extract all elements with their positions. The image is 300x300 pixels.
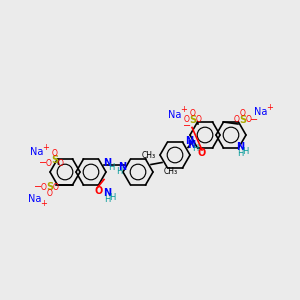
Text: O: O	[190, 110, 196, 118]
Text: O: O	[240, 110, 246, 118]
Text: O: O	[184, 116, 190, 124]
Text: O: O	[58, 158, 63, 167]
Text: N: N	[236, 142, 244, 152]
Text: CH₃: CH₃	[164, 167, 178, 176]
Text: H: H	[116, 167, 122, 176]
Text: N: N	[103, 188, 112, 198]
Text: Na: Na	[28, 194, 42, 204]
Text: S: S	[46, 182, 54, 192]
Text: Na: Na	[254, 107, 268, 117]
Text: O: O	[53, 182, 59, 191]
Text: S: S	[51, 155, 58, 165]
Text: H: H	[108, 163, 114, 172]
Text: N: N	[187, 140, 195, 151]
Text: −: −	[250, 115, 258, 125]
Text: S: S	[189, 115, 197, 125]
Text: Na: Na	[168, 110, 182, 120]
Text: N: N	[118, 161, 126, 172]
Text: H: H	[109, 193, 116, 202]
Text: O: O	[94, 187, 103, 196]
Text: H: H	[237, 148, 243, 158]
Text: Na: Na	[30, 147, 43, 157]
Text: +: +	[267, 103, 273, 112]
Text: O: O	[46, 158, 51, 167]
Text: −: −	[34, 182, 42, 192]
Text: O: O	[41, 182, 47, 191]
Text: O: O	[198, 148, 206, 158]
Text: N: N	[103, 158, 111, 167]
Text: N: N	[185, 136, 193, 146]
Text: O: O	[196, 116, 202, 124]
Text: +: +	[40, 200, 47, 208]
Text: +: +	[42, 142, 49, 152]
Text: −: −	[183, 121, 191, 131]
Text: H: H	[192, 144, 198, 153]
Text: H: H	[242, 146, 248, 155]
Text: O: O	[52, 149, 57, 158]
Text: O: O	[47, 188, 53, 197]
Text: O: O	[234, 116, 240, 124]
Text: S: S	[239, 115, 247, 125]
Text: H: H	[104, 194, 111, 203]
Text: −: −	[39, 158, 48, 168]
Text: O: O	[246, 116, 252, 124]
Text: +: +	[181, 106, 188, 115]
Text: CH₃: CH₃	[141, 151, 156, 160]
